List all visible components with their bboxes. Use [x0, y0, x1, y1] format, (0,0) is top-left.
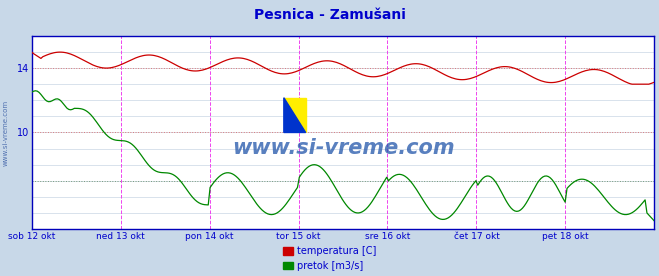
Text: www.si-vreme.com: www.si-vreme.com [2, 99, 9, 166]
Legend: temperatura [C], pretok [m3/s]: temperatura [C], pretok [m3/s] [283, 246, 376, 271]
Polygon shape [284, 98, 306, 132]
Polygon shape [284, 98, 306, 132]
Text: Pesnica - Zamušani: Pesnica - Zamušani [254, 8, 405, 22]
Text: www.si-vreme.com: www.si-vreme.com [232, 138, 454, 158]
